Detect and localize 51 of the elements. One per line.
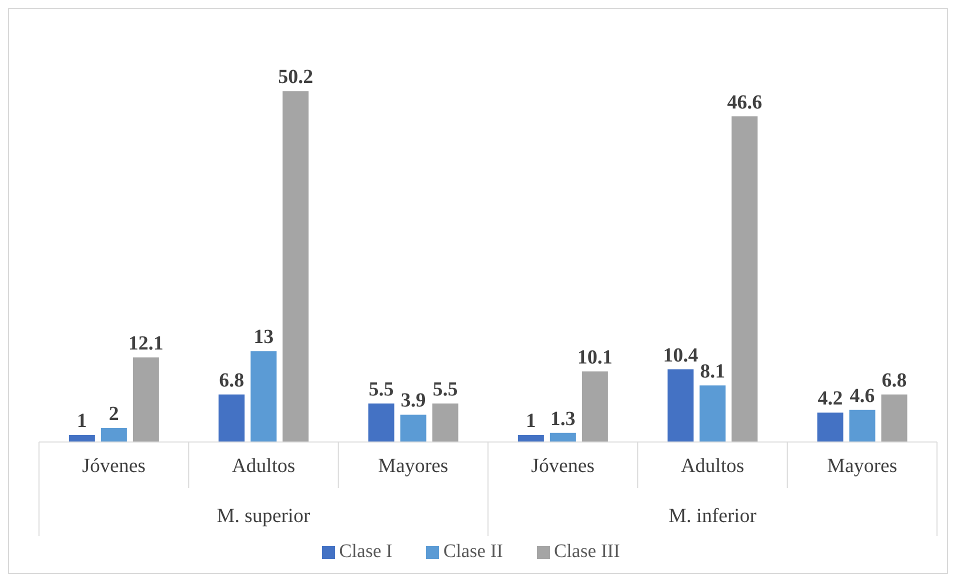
data-label: 12.1 [128,332,164,354]
x-tick-label: Jóvenes [82,455,146,477]
bar [732,116,758,442]
bar [518,435,544,442]
bar [550,432,576,442]
data-label: 4.6 [850,384,875,407]
category-divider: Adultos M. superior [188,442,310,527]
category-divider: Adultos M. inferior [637,442,756,527]
bar [368,404,394,442]
bar [582,371,608,442]
x-tick-label: Mayores [827,455,898,477]
x-tick-label: Jóvenes [531,455,595,477]
data-label: 46.6 [727,91,762,114]
bar [282,91,309,442]
data-label: 6.8 [219,369,244,392]
bar [432,404,458,442]
bar [100,428,127,442]
legend-label: Clase II [443,541,503,562]
data-label: 5.5 [432,378,458,401]
data-label: 10.1 [577,346,612,368]
category-divider: Jóvenes [38,442,146,536]
data-label: 4.2 [818,388,843,410]
bar [250,351,277,442]
x-tick-label: Adultos [680,455,744,477]
bar [68,435,95,442]
bar [817,412,844,442]
data-label: 50.2 [278,66,314,88]
x-tick-label: Mayores [378,455,448,477]
data-label: 1 [526,410,536,432]
data-label: 6.8 [882,369,907,392]
data-label: 1 [76,410,87,432]
bar [700,385,726,442]
data-label: 5.5 [368,378,394,401]
bar [132,357,159,442]
bar [849,410,876,442]
data-label: 13 [254,326,274,348]
legend-label: Clase I [339,541,392,562]
bar [400,414,426,442]
bar [881,394,908,442]
data-label: 3.9 [400,390,426,412]
data-label: 1.3 [550,408,576,430]
legend-label: Clase III [554,541,620,562]
data-label: 10.4 [663,344,698,366]
bar [218,394,245,442]
category-divider: Mayores [338,442,448,488]
data-label: 2 [108,403,119,426]
x-tick-label: Adultos [232,455,296,477]
category-divider: Mayores [786,442,938,536]
bar [668,369,694,442]
category-divider: Jóvenes [488,442,594,536]
data-label: 8.1 [700,360,726,382]
